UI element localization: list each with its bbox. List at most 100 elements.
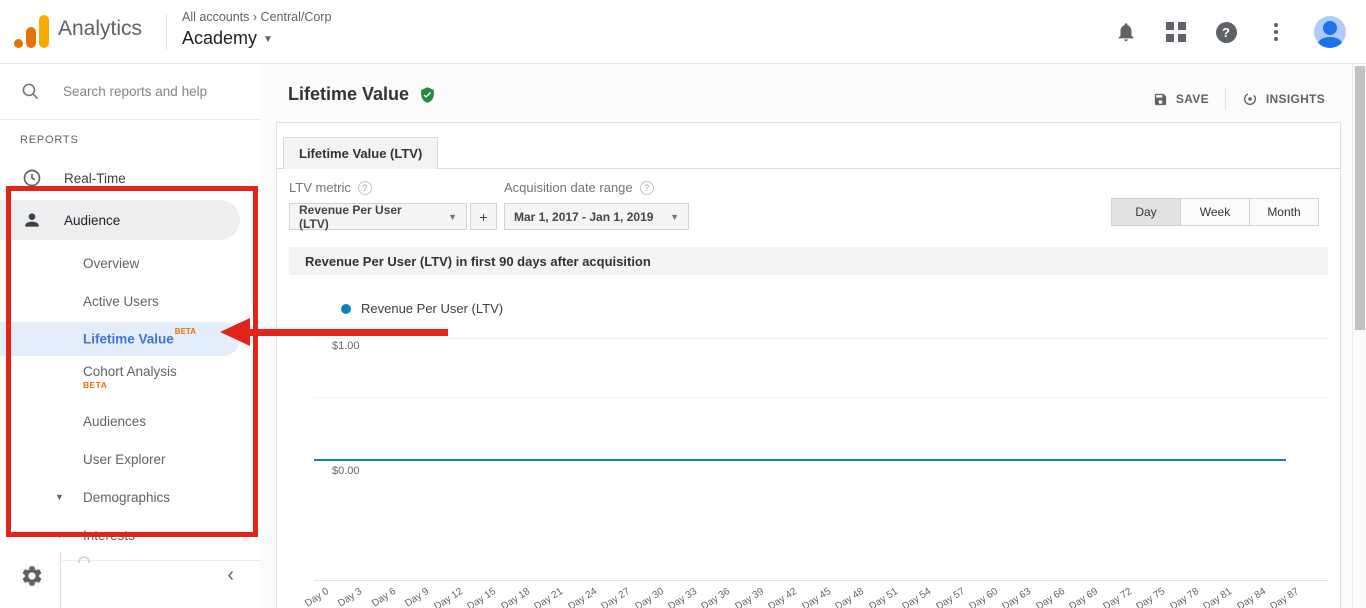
search-input[interactable] <box>63 84 233 99</box>
chart-title-bar: Revenue Per User (LTV) in first 90 days … <box>289 247 1328 275</box>
help-tooltip-icon[interactable]: ? <box>357 180 372 195</box>
x-axis-line <box>314 580 1328 581</box>
beta-badge: BETA <box>174 327 196 337</box>
xtick-label: Day 0 <box>303 586 331 608</box>
insights-button[interactable]: INSIGHTS <box>1242 91 1325 107</box>
xtick-label: Day 48 <box>833 586 867 608</box>
actions-divider <box>1224 88 1226 110</box>
xtick-label: Day 87 <box>1268 586 1302 608</box>
breadcrumb[interactable]: All accounts › Central/Corp <box>182 10 331 24</box>
ltv-metric-label: LTV metric <box>289 180 351 195</box>
xtick-label: Day 42 <box>766 586 800 608</box>
sidebar-item-label: Audiences <box>83 413 147 429</box>
save-button[interactable]: SAVE <box>1153 92 1209 107</box>
xtick-label: Day 60 <box>967 586 1000 608</box>
sidebar-item-label: Demographics <box>83 489 171 505</box>
date-range-dropdown[interactable]: Mar 1, 2017 - Jan 1, 2019 ▼ <box>504 203 689 230</box>
sidebar-item-label: Active Users <box>83 293 159 309</box>
page-scrollbar[interactable] <box>1352 64 1366 608</box>
legend-dot-icon <box>341 303 351 314</box>
xtick-label: Day 36 <box>699 586 733 608</box>
xtick-label: Day 12 <box>432 586 465 608</box>
xtick-label: Day 72 <box>1101 586 1134 608</box>
person-icon <box>25 213 39 227</box>
xtick-label: Day 63 <box>1000 586 1034 608</box>
save-icon <box>1154 93 1167 105</box>
expand-arrow-icon: ▼ <box>55 492 64 502</box>
granularity-day-button[interactable]: Day <box>1111 198 1181 226</box>
verified-badge-icon <box>421 86 434 103</box>
xtick-label: Day 57 <box>933 586 967 608</box>
xtick-label: Day 84 <box>1235 586 1268 608</box>
clipped-item-divider <box>62 560 260 561</box>
sidebar-item-audiences[interactable]: Audiences <box>0 402 260 440</box>
granularity-week-button[interactable]: Week <box>1180 198 1250 226</box>
sidebar-item-label: User Explorer <box>83 451 166 467</box>
settings-gear-icon[interactable] <box>20 564 44 588</box>
help-icon[interactable]: ? <box>1214 20 1238 44</box>
more-options-icon[interactable] <box>1264 20 1288 44</box>
xtick-label: Day 15 <box>465 586 499 608</box>
selected-section-pill <box>0 200 240 240</box>
footer-divider <box>60 552 61 608</box>
sidebar-item-label: Interests <box>83 527 135 543</box>
tab-lifetime-value-ltv[interactable]: Lifetime Value (LTV) <box>283 137 439 169</box>
sidebar-item-user-explorer[interactable]: User Explorer <box>0 440 260 478</box>
sidebar-nav: REPORTS Real-Time Audience Overview Activ… <box>0 64 260 608</box>
chevron-down-icon: ▼ <box>670 211 679 222</box>
xtick-label: Day 3 <box>336 586 365 608</box>
report-card: Lifetime Value (LTV) LTV metric ? Revenu… <box>276 122 1341 608</box>
sidebar-item-active-users[interactable]: Active Users <box>0 282 260 320</box>
property-name[interactable]: Academy <box>182 28 258 48</box>
sidebar-item-lifetime-value[interactable]: Lifetime ValueBETA <box>0 320 260 358</box>
breadcrumb-all-accounts[interactable]: All accounts <box>182 10 250 24</box>
xtick-label: Day 45 <box>800 586 833 608</box>
ltv-chart: Revenue Per User (LTV) $1.00 $0.00 Day 0… <box>277 275 1340 608</box>
sidebar-item-audience[interactable]: Audience <box>0 200 260 240</box>
help-tooltip-icon[interactable]: ? <box>639 180 654 195</box>
search-icon <box>22 83 39 100</box>
product-name: Analytics <box>58 17 143 40</box>
revenue-series-line <box>314 459 1286 461</box>
top-app-bar: Analytics All accounts › Central/Corp Ac… <box>0 0 1366 64</box>
breadcrumb-org[interactable]: Central/Corp <box>260 10 332 24</box>
xtick-label: Day 6 <box>369 586 398 608</box>
sidebar-item-demographics[interactable]: ▼ Demographics <box>0 478 260 516</box>
reports-section-label: REPORTS <box>20 134 79 146</box>
clock-icon <box>23 169 41 187</box>
gridline-1-dollar <box>314 338 1328 339</box>
sidebar-item-label: Cohort Analysis <box>83 364 177 379</box>
tab-bar: Lifetime Value (LTV) <box>277 123 1340 169</box>
ltv-metric-dropdown[interactable]: Revenue Per User (LTV) ▼ <box>289 203 467 231</box>
xtick-label: Day 39 <box>733 586 766 608</box>
granularity-month-button[interactable]: Month <box>1249 198 1319 226</box>
xtick-label: Day 75 <box>1134 586 1168 608</box>
xtick-label: Day 27 <box>599 586 633 608</box>
xtick-label: Day 81 <box>1201 586 1235 608</box>
ytick-label: $1.00 <box>332 340 360 352</box>
apps-grid-icon[interactable] <box>1164 20 1188 44</box>
property-selector[interactable]: Academy ▼ <box>182 28 273 49</box>
granularity-toggle: Day Week Month <box>1111 198 1319 226</box>
xtick-label: Day 9 <box>403 586 432 608</box>
xtick-label: Day 54 <box>900 586 934 608</box>
xtick-label: Day 66 <box>1034 586 1067 608</box>
search-bar[interactable] <box>0 64 260 120</box>
expand-arrow-icon: ▼ <box>55 530 64 540</box>
chart-legend[interactable]: Revenue Per User (LTV) <box>341 301 503 316</box>
sidebar-item-real-time[interactable]: Real-Time <box>0 158 260 198</box>
header-divider <box>166 14 167 50</box>
xtick-label: Day 78 <box>1168 586 1201 608</box>
scrollbar-thumb[interactable] <box>1355 66 1365 330</box>
sidebar-item-overview[interactable]: Overview <box>0 244 260 282</box>
collapse-sidebar-icon[interactable]: ‹ <box>227 564 234 586</box>
notifications-bell-icon[interactable] <box>1114 20 1138 44</box>
xtick-label: Day 24 <box>566 586 599 608</box>
main-content: Lifetime Value SAVE INSIGHTS Lifetime Va… <box>260 64 1352 608</box>
sidebar-item-cohort-analysis[interactable]: Cohort Analysis BETA <box>0 358 260 402</box>
add-metric-button[interactable]: + <box>470 203 497 230</box>
sidebar-item-label: Overview <box>83 255 140 271</box>
sidebar-item-interests[interactable]: ▼ Interests <box>0 516 260 554</box>
account-avatar[interactable] <box>1314 16 1346 48</box>
analytics-logo-icon[interactable] <box>14 14 50 50</box>
